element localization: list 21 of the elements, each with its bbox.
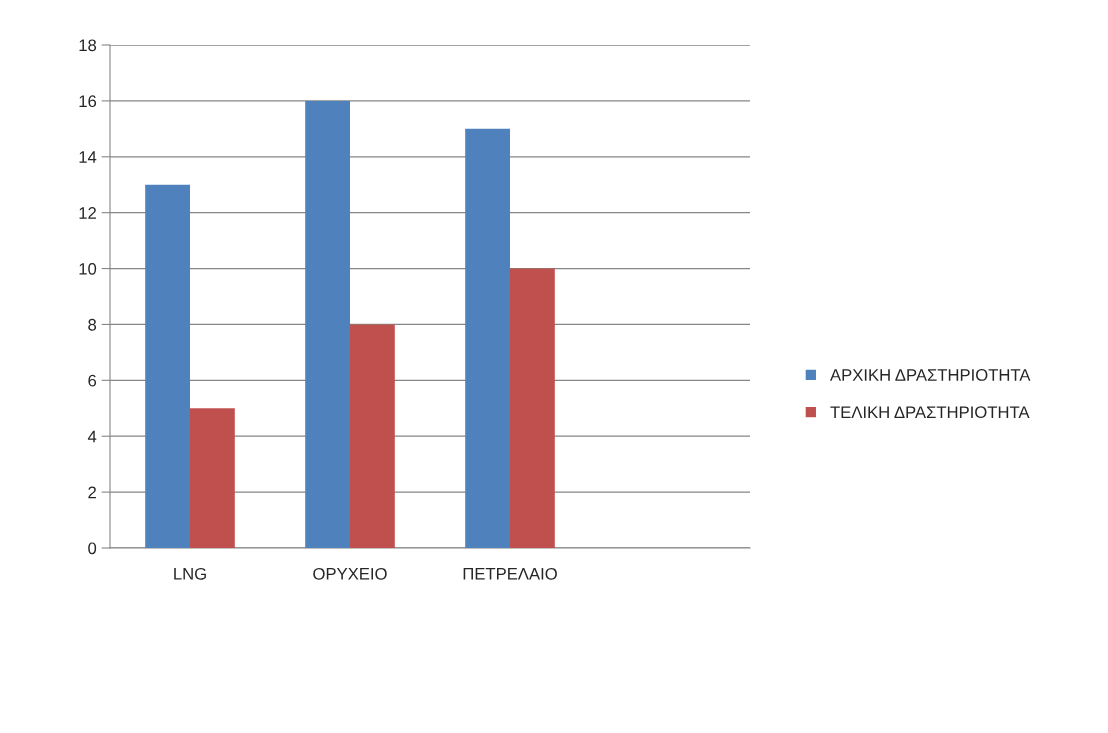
bar <box>350 324 395 548</box>
x-tick-label: ΟΡΥΧΕΙΟ <box>313 567 387 580</box>
y-tick-label: 18 <box>79 39 97 52</box>
y-tick-label: 0 <box>88 542 97 555</box>
bar <box>465 128 510 548</box>
y-tick-label: 10 <box>79 262 97 275</box>
y-tick-label: 12 <box>79 207 96 219</box>
legend-label: ΑΡΧΙΚΗ ΔΡΑΣΤΗΡΙΟΤΗΤΑ <box>830 369 1031 381</box>
bar <box>305 100 350 548</box>
y-tick-label: 16 <box>79 95 97 108</box>
x-tick-label: ΠΕΤΡΕΛΑΙΟ <box>463 567 557 580</box>
y-tick-label: 4 <box>87 430 97 443</box>
y-tick-label: 6 <box>88 374 97 387</box>
legend-label: ΤΕΛΙΚΗ ΔΡΑΣΤΗΡΙΟΤΗΤΑ <box>830 406 1030 419</box>
bar <box>510 268 555 548</box>
bar <box>190 408 235 548</box>
bar <box>145 184 190 548</box>
y-tick-label: 14 <box>79 151 97 163</box>
x-tick-label: LNG <box>174 567 206 580</box>
y-tick-label: 2 <box>88 486 96 499</box>
y-tick-label: 8 <box>88 318 97 331</box>
